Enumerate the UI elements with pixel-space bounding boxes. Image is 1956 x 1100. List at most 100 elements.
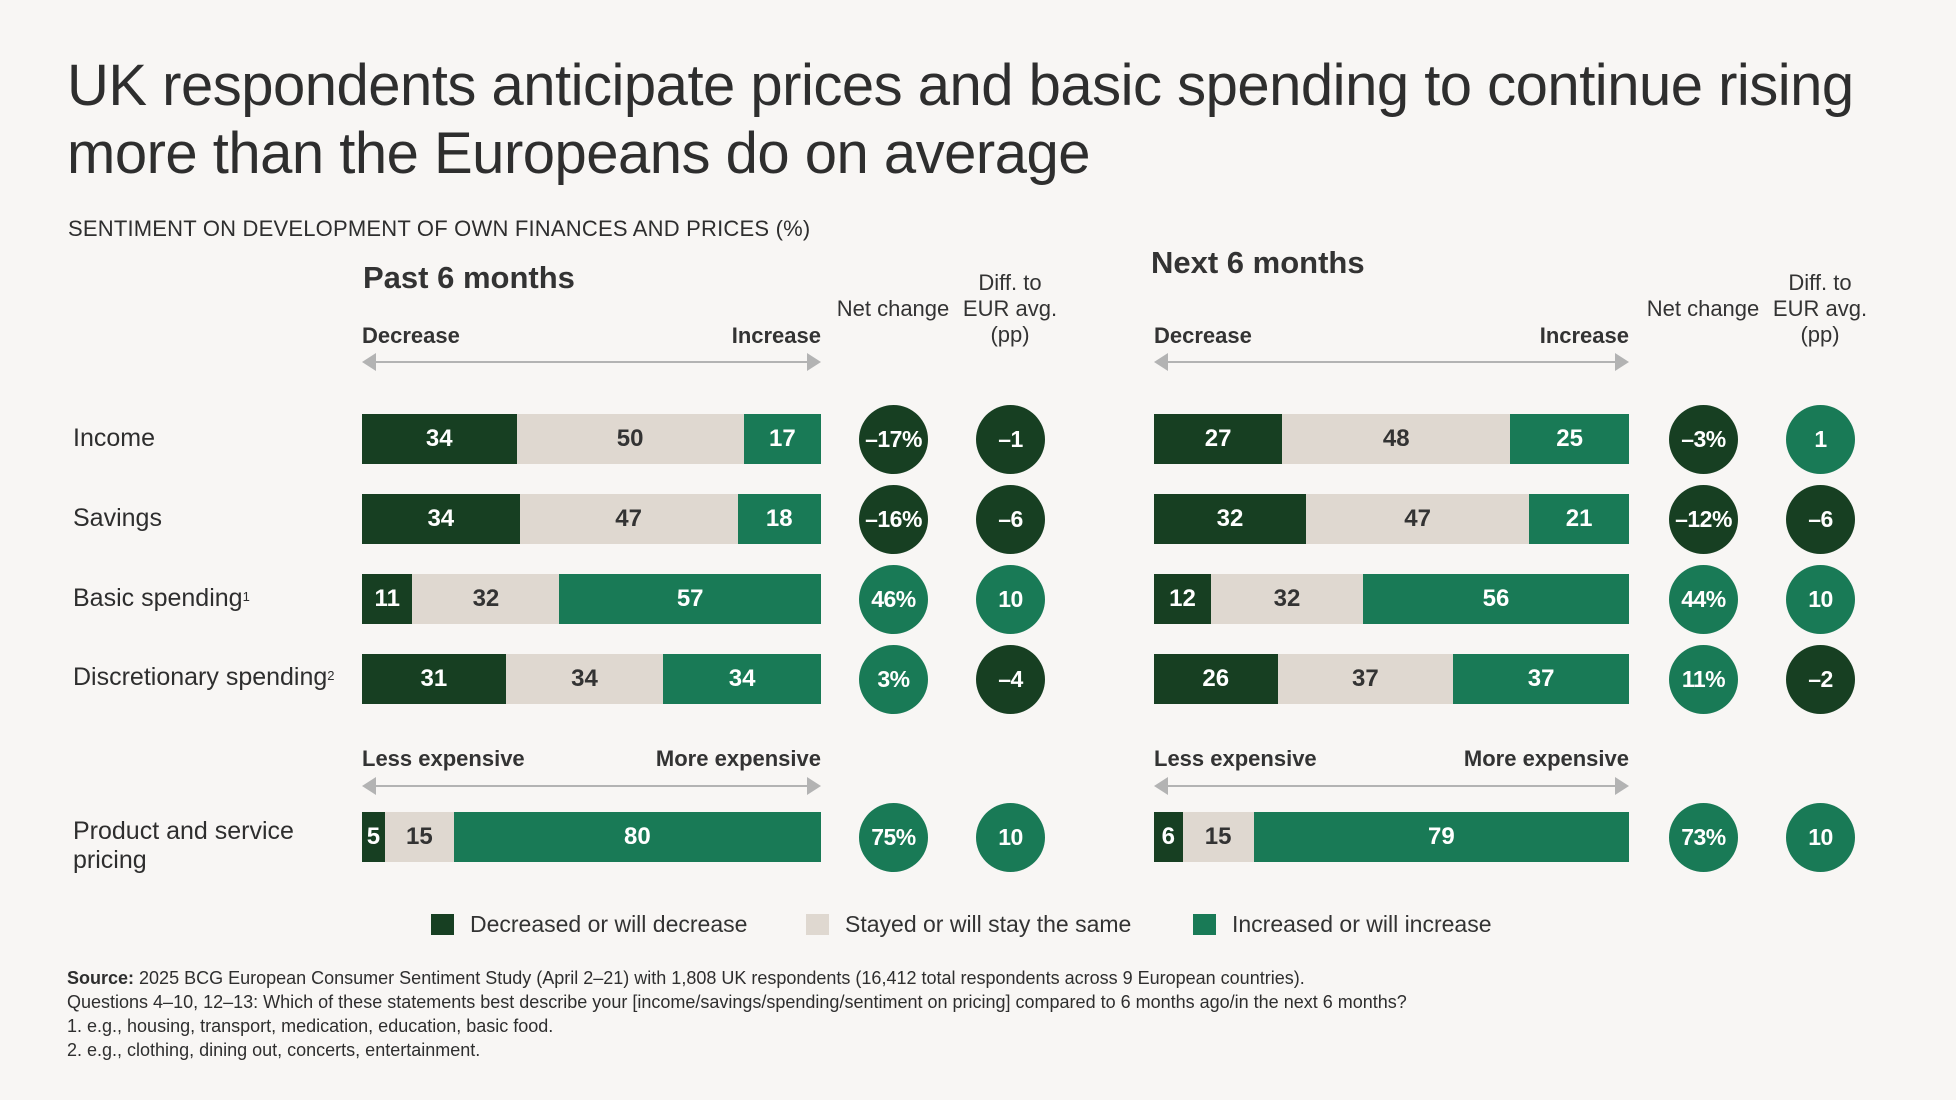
bar-segment-decrease: 11: [362, 574, 413, 624]
bar-segment-same: 32: [1211, 574, 1363, 624]
bar-segment-increase: 79: [1253, 812, 1629, 862]
row-label-text: Product and service: [73, 817, 294, 845]
stacked-bar: 11 32 57: [362, 574, 821, 624]
legend-swatch: [1193, 914, 1216, 935]
bar-segment-increase: 17: [743, 414, 821, 464]
net-change-header-past: Net change: [836, 296, 950, 321]
diff-header-next: Diff. to EUR avg. (pp): [1760, 270, 1880, 348]
axis-label-more-expensive-past: More expensive: [655, 746, 821, 771]
source-text: 2025 BCG European Consumer Sentiment Stu…: [134, 968, 1305, 988]
row-label-pricing: Product and service pricing: [73, 817, 294, 875]
row-label-discretionary-spending: Discretionary spending2: [73, 663, 335, 692]
net-change-badge: 44%: [1669, 565, 1738, 634]
source-label: Source:: [67, 968, 135, 988]
net-change-badge: –12%: [1669, 485, 1738, 554]
legend-label: Stayed or will stay the same: [845, 911, 1132, 937]
stacked-bar: 34 50 17: [362, 414, 821, 464]
bar-segment-decrease: 5: [362, 812, 385, 862]
diff-header-line: EUR avg.: [1772, 296, 1868, 321]
page-title: UK respondents anticipate prices and bas…: [67, 53, 1854, 186]
diff-header-past: Diff. to EUR avg. (pp): [950, 270, 1070, 348]
net-change-badge: 75%: [859, 803, 928, 872]
axis-label-increase-past: Increase: [731, 323, 821, 348]
net-change-badge: 11%: [1669, 645, 1738, 714]
bar-segment-increase: 57: [559, 574, 821, 624]
bar-segment-same: 37: [1277, 654, 1454, 704]
diff-eur-avg-badge: –4: [976, 645, 1045, 714]
axis-label-less-expensive-past: Less expensive: [362, 746, 525, 771]
legend-label: Increased or will increase: [1232, 911, 1492, 937]
axis-label-less-expensive-next: Less expensive: [1154, 746, 1317, 771]
net-change-badge: –17%: [859, 405, 928, 474]
diff-eur-avg-badge: –1: [976, 405, 1045, 474]
diff-eur-avg-badge: 10: [976, 803, 1045, 872]
stacked-bar: 31 34 34: [362, 654, 821, 704]
bar-segment-increase: 37: [1453, 654, 1629, 704]
double-arrow-icon: [1154, 353, 1629, 371]
bar-segment-same: 47: [1306, 494, 1530, 544]
legend-item-increase: Increased or will increase: [1193, 911, 1492, 938]
net-change-badge: 46%: [859, 565, 928, 634]
diff-header-line: Diff. to: [1788, 270, 1852, 295]
net-change-badge: 3%: [859, 645, 928, 714]
row-label-text: Discretionary spending: [73, 663, 328, 691]
source-line: Source: 2025 BCG European Consumer Senti…: [67, 966, 1407, 990]
stacked-bar: 6 15 79: [1154, 812, 1629, 862]
stacked-bar: 5 15 80: [362, 812, 821, 862]
footnote-marker: 2: [327, 668, 335, 683]
legend-swatch: [431, 914, 454, 935]
bar-segment-decrease: 12: [1154, 574, 1211, 624]
bar-segment-increase: 21: [1529, 494, 1629, 544]
axis-label-increase-next: Increase: [1539, 323, 1629, 348]
row-label-text: Basic spending: [73, 584, 243, 612]
double-arrow-icon: [362, 353, 821, 371]
diff-eur-avg-badge: –6: [976, 485, 1045, 554]
diff-header-line: EUR avg.: [962, 296, 1058, 321]
double-arrow-icon: [362, 777, 821, 795]
chart-subtitle: SENTIMENT ON DEVELOPMENT OF OWN FINANCES…: [68, 216, 811, 241]
bar-segment-decrease: 34: [362, 414, 517, 464]
panel-title-past: Past 6 months: [363, 260, 575, 295]
bar-segment-same: 15: [1182, 812, 1254, 862]
axis-label-more-expensive-next: More expensive: [1463, 746, 1629, 771]
diff-header-line: (pp): [1800, 322, 1840, 347]
diff-eur-avg-badge: –2: [1786, 645, 1855, 714]
diff-header-line: (pp): [990, 322, 1030, 347]
row-label-text: Income: [73, 424, 155, 452]
footnote-1: 1. e.g., housing, transport, medication,…: [67, 1016, 554, 1036]
axis-label-decrease-next: Decrease: [1154, 323, 1252, 348]
source-notes: Source: 2025 BCG European Consumer Senti…: [67, 966, 1407, 1062]
bar-segment-same: 32: [412, 574, 560, 624]
bar-segment-increase: 56: [1363, 574, 1629, 624]
double-arrow-icon: [1154, 777, 1629, 795]
stacked-bar: 34 47 18: [362, 494, 821, 544]
bar-segment-increase: 80: [453, 812, 821, 862]
questions-note: Questions 4–10, 12–13: Which of these st…: [67, 992, 1407, 1012]
legend-item-decrease: Decreased or will decrease: [431, 911, 747, 938]
bar-segment-increase: 18: [737, 494, 821, 544]
net-change-header-next: Net change: [1646, 296, 1760, 321]
row-label-income: Income: [73, 424, 155, 453]
legend-swatch: [806, 914, 829, 935]
bar-segment-decrease: 32: [1154, 494, 1306, 544]
stacked-bar: 12 32 56: [1154, 574, 1629, 624]
bar-segment-same: 48: [1282, 414, 1511, 464]
legend-item-same: Stayed or will stay the same: [806, 911, 1131, 938]
bar-segment-decrease: 26: [1154, 654, 1278, 704]
footnote-marker: 1: [242, 589, 250, 604]
bar-segment-increase: 25: [1510, 414, 1629, 464]
row-label-basic-spending: Basic spending1: [73, 584, 250, 613]
diff-eur-avg-badge: 1: [1786, 405, 1855, 474]
net-change-badge: 73%: [1669, 803, 1738, 872]
bar-segment-decrease: 27: [1154, 414, 1283, 464]
stacked-bar: 27 48 25: [1154, 414, 1629, 464]
diff-eur-avg-badge: 10: [1786, 803, 1855, 872]
row-label-text: pricing: [73, 846, 147, 874]
net-change-badge: –3%: [1669, 405, 1738, 474]
bar-segment-same: 47: [519, 494, 738, 544]
diff-eur-avg-badge: 10: [976, 565, 1045, 634]
bar-segment-same: 34: [505, 654, 664, 704]
diff-header-line: Diff. to: [978, 270, 1042, 295]
diff-eur-avg-badge: –6: [1786, 485, 1855, 554]
bar-segment-increase: 34: [663, 654, 821, 704]
